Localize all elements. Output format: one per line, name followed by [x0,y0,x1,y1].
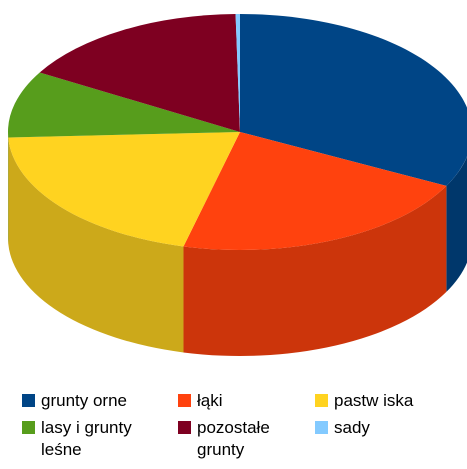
legend-item-laki: łąki [178,390,327,412]
slice-pozostałe-grunty [39,14,240,132]
legend-label: pozostałe grunty [197,418,270,459]
legend-swatch [178,421,191,434]
pie-sides [8,132,467,356]
legend-item-pastwiska: pastw iska [315,390,464,412]
slice-grunty-orne [240,14,467,186]
slice-łąki [183,132,447,250]
legend-item-pozostale: pozostałe grunty [178,417,327,461]
legend-label: grunty orne [41,391,127,410]
legend-label: lasy i grunty leśne [41,418,132,459]
slice-side-grunty-orne [446,156,467,292]
legend-item-sady: sady [315,417,464,439]
legend-swatch [22,421,35,434]
slice-sady [235,14,240,132]
legend-item-grunty-orne: grunty orne [22,390,171,412]
slice-side-pastw-iska [8,137,184,353]
pie-slices [7,14,467,250]
legend-swatch [178,394,191,407]
legend-item-lasy: lasy i grunty leśne [22,417,171,461]
legend-swatch [22,394,35,407]
slice-pastw-iska [8,132,240,247]
legend-label: łąki [197,391,223,410]
legend-swatch [315,394,328,407]
legend-label: sady [334,418,370,437]
slice-lasy-i-grunty-leśne [7,72,240,138]
legend-swatch [315,421,328,434]
legend-label: pastw iska [334,391,414,410]
slice-side-łąki [183,185,447,356]
pie-chart [7,14,467,356]
